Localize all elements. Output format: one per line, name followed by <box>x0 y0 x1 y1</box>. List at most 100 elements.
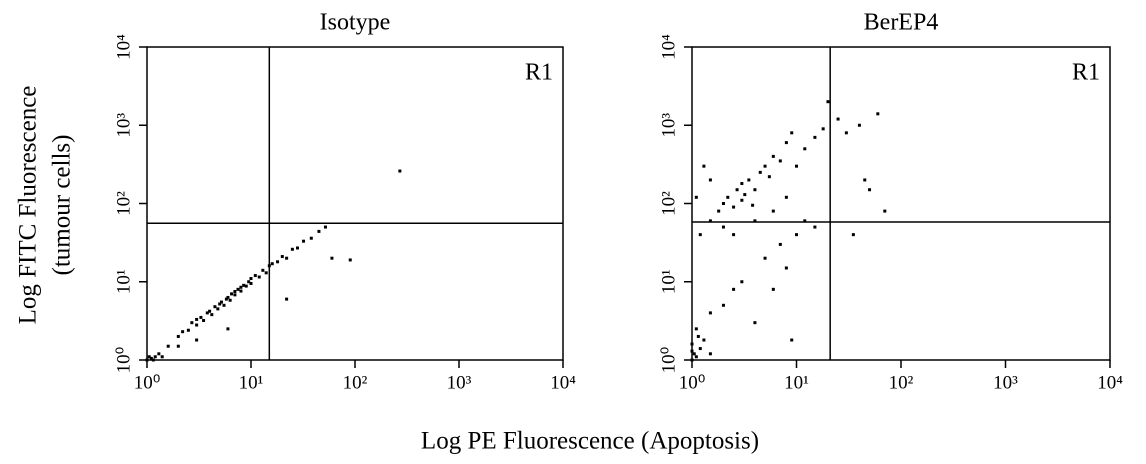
event-dot <box>247 280 251 284</box>
event-dot <box>145 358 149 362</box>
event-dot <box>280 255 284 259</box>
event-dot <box>771 287 775 291</box>
event-dot <box>236 287 240 291</box>
event-dot <box>205 311 209 315</box>
event-dot <box>222 303 226 307</box>
event-dot <box>721 202 725 205</box>
event-dot <box>692 352 696 356</box>
x-tick-label: 10⁴ <box>550 372 576 393</box>
y-tick-label: 10² <box>113 191 134 216</box>
event-dot <box>696 334 700 338</box>
event-dot <box>261 268 265 272</box>
plot-frame <box>691 46 1111 361</box>
region-label: R1 <box>1072 60 1100 86</box>
region-label: R1 <box>525 60 553 86</box>
event-dot <box>784 266 788 270</box>
event-dot <box>813 135 817 139</box>
event-dot <box>863 178 867 182</box>
event-dot <box>242 283 246 287</box>
event-dot <box>708 219 712 223</box>
event-dot <box>883 209 887 213</box>
event-dot <box>694 327 698 331</box>
event-dot <box>771 209 775 213</box>
event-dot <box>398 169 402 173</box>
x-tick-label: 10⁴ <box>1097 372 1123 393</box>
event-dot <box>763 164 767 168</box>
event-dot <box>813 225 817 229</box>
event-dot <box>767 175 771 179</box>
event-dot <box>690 358 694 362</box>
event-dot <box>784 141 788 145</box>
event-dot <box>690 349 694 353</box>
event-dot <box>296 246 300 250</box>
y-tick-label: 10¹ <box>113 269 134 294</box>
event-dot <box>330 256 334 260</box>
y-tick-label: 10⁰ <box>658 347 679 374</box>
chart-title: Isotype <box>320 10 391 36</box>
event-dot <box>208 309 212 313</box>
event-dot <box>253 274 257 278</box>
x-tick-label: 10⁰ <box>134 372 161 393</box>
event-dot <box>844 131 848 135</box>
event-dot <box>717 209 721 213</box>
event-dot <box>821 127 825 131</box>
event-dot <box>216 307 220 311</box>
event-dot <box>233 290 237 294</box>
event-dot <box>290 247 294 251</box>
event-dot <box>244 284 248 288</box>
y-axis-label: (tumour cells) <box>49 135 76 276</box>
event-dot <box>348 258 352 262</box>
event-dot <box>264 271 268 275</box>
x-tick-label: 10² <box>343 372 368 393</box>
event-dot <box>753 188 757 192</box>
event-dot <box>778 159 782 163</box>
event-dot <box>317 229 321 233</box>
event-dot <box>151 358 155 362</box>
event-dot <box>176 334 180 338</box>
event-dot <box>190 321 194 325</box>
event-dot <box>732 205 736 209</box>
event-dot <box>851 233 855 237</box>
x-tick-label: 10⁰ <box>679 372 706 393</box>
event-dot <box>249 277 253 281</box>
event-dot <box>740 198 744 202</box>
y-tick-label: 10¹ <box>658 269 679 294</box>
y-tick-label: 10³ <box>658 113 679 138</box>
event-dot <box>195 317 199 321</box>
event-dot <box>743 193 747 197</box>
event-dot <box>147 355 151 359</box>
event-dot <box>708 311 712 315</box>
event-dot <box>708 178 712 182</box>
event-dot <box>186 328 190 332</box>
event-dot <box>740 182 744 186</box>
event-dot <box>790 338 794 342</box>
event-dot <box>228 298 232 302</box>
event-dot <box>698 233 702 237</box>
event-dot <box>195 338 199 342</box>
y-tick-label: 10⁰ <box>113 347 134 374</box>
event-dot <box>826 100 830 104</box>
event-dot <box>285 256 289 260</box>
event-dot <box>868 188 872 192</box>
event-dot <box>694 355 698 359</box>
event-dot <box>285 297 289 301</box>
event-dot <box>708 352 712 356</box>
event-dot <box>771 154 775 158</box>
event-dot <box>323 225 327 229</box>
event-dot <box>726 195 730 199</box>
event-dot <box>219 300 223 304</box>
event-dot <box>309 236 313 240</box>
event-dot <box>784 195 788 199</box>
event-dot <box>230 292 234 296</box>
event-dot <box>732 233 736 237</box>
event-dot <box>213 305 217 309</box>
event-dot <box>763 256 767 260</box>
event-dot <box>270 262 274 266</box>
event-dot <box>702 164 706 168</box>
y-tick-label: 10⁴ <box>113 34 134 60</box>
event-dot <box>239 289 243 293</box>
event-dot <box>181 330 185 334</box>
event-dot <box>218 302 222 306</box>
event-dot <box>276 260 280 264</box>
